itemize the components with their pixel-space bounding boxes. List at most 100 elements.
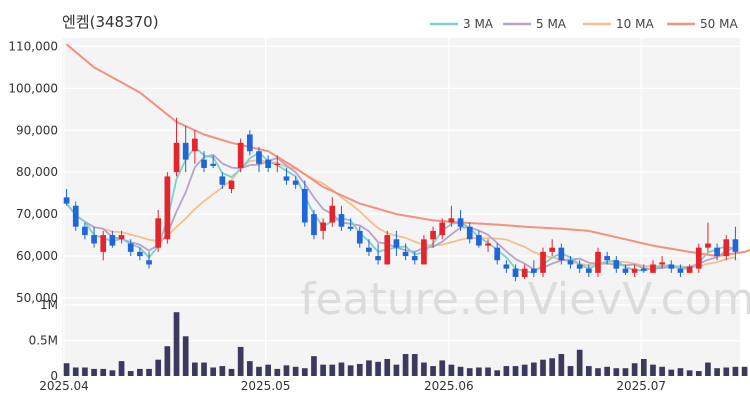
- candle-body: [732, 239, 739, 252]
- price-tick-label: 80,000: [16, 165, 58, 179]
- candle-body: [164, 176, 171, 240]
- volume-bar: [457, 366, 464, 376]
- candle: [585, 264, 592, 278]
- candle-body: [237, 142, 244, 168]
- candle: [650, 260, 656, 273]
- candle-body: [411, 256, 418, 261]
- candle: [237, 138, 244, 173]
- volume-bar: [595, 368, 601, 376]
- volume-bar: [237, 346, 244, 376]
- volume-bar: [338, 362, 345, 376]
- volume-bar: [72, 367, 79, 376]
- volume-bar: [274, 368, 281, 376]
- candle-body: [439, 222, 446, 236]
- ma10-line: [65, 158, 736, 269]
- candle: [228, 180, 235, 194]
- candle-body: [540, 251, 546, 273]
- candle-body: [155, 218, 162, 248]
- candle-body: [695, 247, 702, 269]
- legend-label: 5 MA: [536, 17, 567, 31]
- candle-body: [558, 247, 565, 261]
- candle: [640, 264, 647, 273]
- candle: [531, 260, 537, 278]
- price-tick-label: 60,000: [16, 249, 58, 263]
- candle: [63, 188, 70, 206]
- volume-bar: [476, 367, 482, 376]
- price-tick-label: 100,000: [8, 81, 58, 95]
- candle-body: [375, 256, 381, 261]
- candle: [622, 264, 629, 275]
- volume-bar: [384, 358, 391, 376]
- candle: [421, 235, 427, 265]
- candle: [137, 247, 143, 261]
- volume-bar: [558, 354, 565, 376]
- candle-body: [686, 266, 693, 273]
- candle-body: [595, 251, 601, 273]
- volume-bar: [549, 358, 556, 376]
- candle: [192, 130, 198, 164]
- candle: [457, 209, 464, 231]
- price-axis: 50,000 60,000 70,000 80,000 90,000 100,000 110…: [8, 39, 58, 305]
- volume-bar: [714, 368, 720, 376]
- volume-bar: [228, 368, 235, 376]
- candle: [72, 201, 79, 231]
- candle: [164, 172, 171, 244]
- price-plot-area: [62, 38, 740, 298]
- candle: [219, 172, 226, 189]
- candle: [503, 260, 510, 273]
- volume-bar: [494, 370, 501, 376]
- candle-body: [421, 239, 427, 265]
- candle: [512, 264, 519, 282]
- candle-body: [292, 180, 299, 185]
- volume-bar: [201, 362, 207, 376]
- candle: [732, 226, 739, 261]
- legend-item[interactable]: 5 MA: [503, 17, 567, 31]
- candle-body: [485, 243, 491, 246]
- candle: [320, 218, 326, 240]
- candle-body: [228, 180, 235, 189]
- date-tick-label: 2025.07: [616, 379, 666, 393]
- candle-body: [393, 239, 400, 248]
- volume-bar: [723, 367, 730, 376]
- candle: [686, 264, 693, 273]
- candle-body: [457, 218, 464, 227]
- legend-item[interactable]: 50 MA: [667, 17, 738, 31]
- candle-body: [109, 235, 116, 246]
- volume-bar: [430, 366, 436, 376]
- candle: [274, 155, 281, 173]
- volume-bar: [503, 366, 510, 376]
- candle-body: [668, 264, 675, 269]
- candle: [338, 205, 345, 231]
- candle: [613, 256, 620, 273]
- volume-bar: [127, 371, 134, 376]
- candle: [677, 264, 684, 278]
- candle-body: [173, 142, 180, 173]
- candle: [82, 222, 88, 240]
- legend-item[interactable]: 3 MA: [430, 17, 494, 31]
- volume-bar: [301, 368, 308, 376]
- candle: [576, 260, 583, 273]
- candle-body: [705, 243, 711, 248]
- legend-label: 50 MA: [700, 17, 738, 31]
- volume-bar: [640, 358, 647, 376]
- legend-item[interactable]: 10 MA: [583, 17, 654, 31]
- candle: [439, 218, 446, 240]
- candle: [109, 230, 116, 248]
- candle: [695, 243, 702, 273]
- candle: [659, 256, 665, 269]
- candle: [604, 251, 610, 265]
- price-tick-label: 50,000: [16, 291, 58, 305]
- candle: [100, 230, 107, 261]
- volume-bar: [63, 363, 70, 376]
- candle-body: [622, 268, 629, 273]
- volume-bar: [109, 370, 116, 376]
- candle: [329, 197, 336, 227]
- candle-body: [466, 226, 473, 240]
- candle: [393, 230, 400, 257]
- candle-body: [549, 247, 556, 252]
- volume-bar: [192, 362, 198, 376]
- candle-body: [430, 230, 436, 240]
- volume-bar: [320, 364, 326, 376]
- date-tick-label: 2025.05: [241, 379, 291, 393]
- candle-body: [512, 268, 519, 278]
